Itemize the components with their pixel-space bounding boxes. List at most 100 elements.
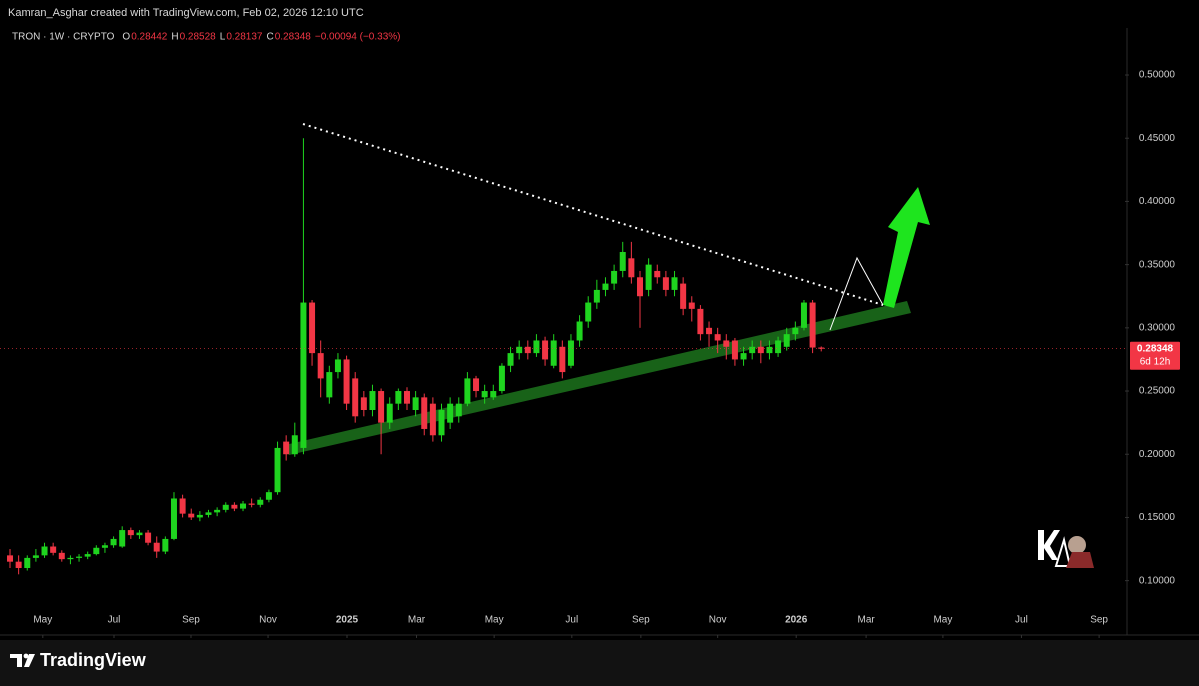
candle-body (438, 409, 445, 436)
candle-body (818, 347, 825, 349)
candle-body (800, 302, 807, 328)
x-tick-label: May (933, 615, 952, 626)
candle-body (317, 353, 324, 379)
candle-body (507, 353, 514, 366)
candle-body (680, 283, 687, 309)
candle-body (723, 340, 730, 347)
candle-body (412, 397, 419, 410)
legend: TRON · 1W · CRYPTO O 0.28442 H 0.28528 L 0.281… (12, 32, 400, 43)
watermark-logo (1034, 522, 1096, 572)
y-tick-label: 0.45000 (1139, 133, 1176, 144)
candle-body (127, 530, 134, 536)
candle-body (24, 557, 31, 569)
x-tick-label: Jul (1015, 615, 1028, 626)
header: Kamran_Asghar created with TradingView.c… (8, 7, 364, 19)
candle-body (84, 554, 91, 557)
candle-body (205, 512, 212, 515)
price-value: 0.28348 (1137, 343, 1174, 354)
footer-bar (0, 640, 1199, 686)
candle-body (145, 532, 152, 543)
y-tick-label: 0.40000 (1139, 196, 1176, 207)
candle-body (274, 447, 281, 493)
x-tick-label: May (485, 615, 504, 626)
candle-body (248, 503, 255, 505)
candle-body (76, 556, 83, 558)
candle-body (15, 561, 22, 569)
y-tick-label: 0.35000 (1139, 259, 1176, 270)
x-tick-label: Jul (565, 615, 578, 626)
candle-body (662, 277, 669, 290)
axes: 0.10000 0.15000 0.20000 0.25000 0.30000 0.350… (33, 70, 1175, 638)
candle-body (291, 435, 298, 455)
candle-body (498, 365, 505, 392)
candle-body (473, 378, 480, 392)
candle-body (334, 359, 341, 373)
x-tick-label: Sep (182, 615, 200, 626)
candle-body (309, 302, 316, 354)
candle-body (783, 334, 790, 347)
candle-body (766, 346, 773, 354)
candle-body (170, 498, 177, 539)
ohlc-value: 0.28442 (131, 32, 168, 43)
candle-body (231, 504, 238, 509)
candle-body (222, 504, 229, 510)
candle-body (533, 340, 540, 354)
symbol: TRON · 1W · CRYPTO (12, 32, 115, 43)
x-tick-label: Sep (1090, 615, 1108, 626)
candle-body (490, 391, 497, 398)
y-tick-label: 0.15000 (1139, 512, 1176, 523)
candle-body (740, 353, 747, 360)
candle-body (214, 509, 221, 513)
candle-body (809, 302, 816, 348)
ohlc-key: H (171, 32, 178, 43)
candle-body (67, 557, 74, 560)
candle-body (481, 391, 488, 398)
candle-body (645, 264, 652, 290)
candle-body (188, 513, 195, 518)
candle-body (464, 378, 471, 404)
footer-brand: TradingView (40, 650, 147, 670)
x-tick-label: 2025 (336, 615, 359, 626)
candle-body (706, 327, 713, 335)
price-label: 0.28348 6d 12h (0, 341, 1180, 370)
candle-body (636, 277, 643, 297)
ohlc-key: L (220, 32, 226, 43)
candle-body (378, 391, 385, 423)
tradingview-logo (10, 653, 35, 667)
candle-body (688, 302, 695, 309)
candle-body (119, 530, 126, 547)
candle-body (240, 503, 247, 509)
projection-arrow (883, 187, 930, 308)
candle-body (196, 514, 203, 518)
candle-body (93, 547, 100, 555)
candle-body (447, 403, 454, 423)
candle-body (775, 340, 782, 354)
candle-body (697, 308, 704, 335)
candle-body (41, 546, 48, 556)
candle-body (576, 321, 583, 341)
candle-body (654, 270, 661, 278)
candles (7, 138, 825, 575)
candle-body (403, 391, 410, 404)
candle-body (611, 270, 618, 284)
y-tick-label: 0.20000 (1139, 449, 1176, 460)
candle-body (179, 498, 186, 514)
ohlc-value: 0.28348 (275, 32, 312, 43)
candle-body (671, 277, 678, 290)
x-tick-label: Nov (709, 615, 727, 626)
candle-body (50, 546, 57, 553)
candle-body (731, 340, 738, 360)
ohlc-value: 0.28528 (180, 32, 217, 43)
x-tick-label: May (33, 615, 52, 626)
candle-body (421, 397, 428, 429)
candle-body (757, 346, 764, 354)
candle-body (749, 346, 756, 354)
change: −0.00094 (−0.33%) (315, 32, 401, 43)
candle-body (619, 251, 626, 271)
candle-body (162, 538, 169, 552)
candle-body (265, 492, 272, 500)
candle-body (300, 302, 307, 448)
y-tick-label: 0.25000 (1139, 386, 1176, 397)
candle-body (136, 532, 143, 536)
